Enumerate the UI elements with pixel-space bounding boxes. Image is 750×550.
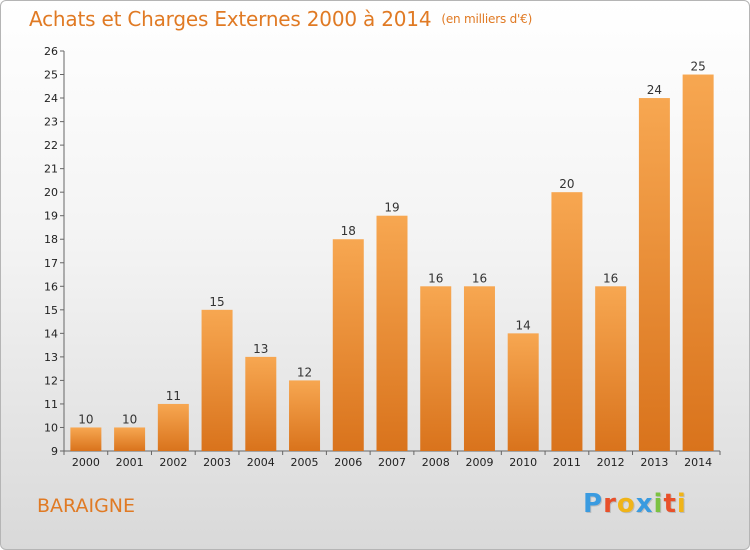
x-tick-label: 2004 <box>247 456 275 469</box>
data-label: 25 <box>690 60 705 74</box>
proxiti-logo: Proxiti <box>583 489 687 519</box>
y-tick-label: 11 <box>44 398 58 411</box>
y-tick-label: 20 <box>44 186 58 199</box>
data-label: 20 <box>559 177 574 191</box>
y-tick-label: 9 <box>51 445 58 458</box>
bar <box>157 403 189 451</box>
bar <box>70 427 102 451</box>
bar <box>638 98 670 451</box>
y-tick-label: 16 <box>44 280 58 293</box>
x-tick-label: 2000 <box>72 456 100 469</box>
data-label: 16 <box>472 271 487 285</box>
y-tick-label: 18 <box>44 233 58 246</box>
x-tick-label: 2009 <box>465 456 493 469</box>
x-tick-label: 2010 <box>509 456 537 469</box>
y-tick-label: 23 <box>44 116 58 129</box>
data-label: 13 <box>253 342 268 356</box>
data-label: 19 <box>384 201 399 215</box>
bar <box>376 215 408 451</box>
bar <box>332 239 364 451</box>
data-label: 16 <box>428 271 443 285</box>
data-label: 11 <box>166 389 181 403</box>
chart-title: Achats et Charges Externes 2000 à 2014 (e… <box>29 7 532 31</box>
x-tick-label: 2005 <box>291 456 319 469</box>
bar <box>507 333 539 451</box>
y-tick-label: 13 <box>44 351 58 364</box>
x-tick-label: 2013 <box>640 456 668 469</box>
x-tick-label: 2007 <box>378 456 406 469</box>
data-label: 15 <box>209 295 224 309</box>
x-tick-label: 2014 <box>684 456 712 469</box>
y-tick-label: 10 <box>44 421 58 434</box>
bar <box>682 74 714 451</box>
place-name: BARAIGNE <box>37 495 136 517</box>
data-label: 18 <box>341 224 356 238</box>
y-tick-label: 22 <box>44 139 58 152</box>
y-tick-label: 19 <box>44 210 58 223</box>
bar <box>551 192 583 452</box>
data-label: 24 <box>647 83 662 97</box>
data-label: 10 <box>122 412 137 426</box>
x-tick-label: 2011 <box>553 456 581 469</box>
bar <box>595 286 627 451</box>
y-tick-label: 17 <box>44 257 58 270</box>
data-label: 10 <box>78 412 93 426</box>
plot-area: 9 10 11 12 13 14 15 16 17 18 19 20 21 22 23 24 25 26 2000 1… <box>44 45 721 469</box>
data-label: 14 <box>516 318 531 332</box>
data-label: 12 <box>297 365 312 379</box>
y-tick-label: 21 <box>44 163 58 176</box>
y-tick-label: 24 <box>44 92 58 105</box>
x-tick-label: 2002 <box>159 456 187 469</box>
y-tick-label: 15 <box>44 304 58 317</box>
bar <box>201 309 233 451</box>
bar <box>420 286 452 451</box>
bar <box>289 380 321 451</box>
y-tick-label: 25 <box>44 69 58 82</box>
bar <box>114 427 146 451</box>
x-tick-label: 2008 <box>422 456 450 469</box>
chart-title-text: Achats et Charges Externes 2000 à 2014 <box>29 7 432 31</box>
x-tick-label: 2003 <box>203 456 231 469</box>
chart-unit-text: (en milliers d'€) <box>441 12 533 26</box>
x-tick-label: 2006 <box>334 456 362 469</box>
bar <box>463 286 495 451</box>
y-tick-label: 12 <box>44 374 58 387</box>
data-label: 16 <box>603 271 618 285</box>
bar <box>245 356 277 451</box>
x-tick-label: 2001 <box>116 456 144 469</box>
y-tick-label: 26 <box>44 45 58 58</box>
x-tick-label: 2012 <box>597 456 625 469</box>
y-tick-label: 14 <box>44 327 58 340</box>
